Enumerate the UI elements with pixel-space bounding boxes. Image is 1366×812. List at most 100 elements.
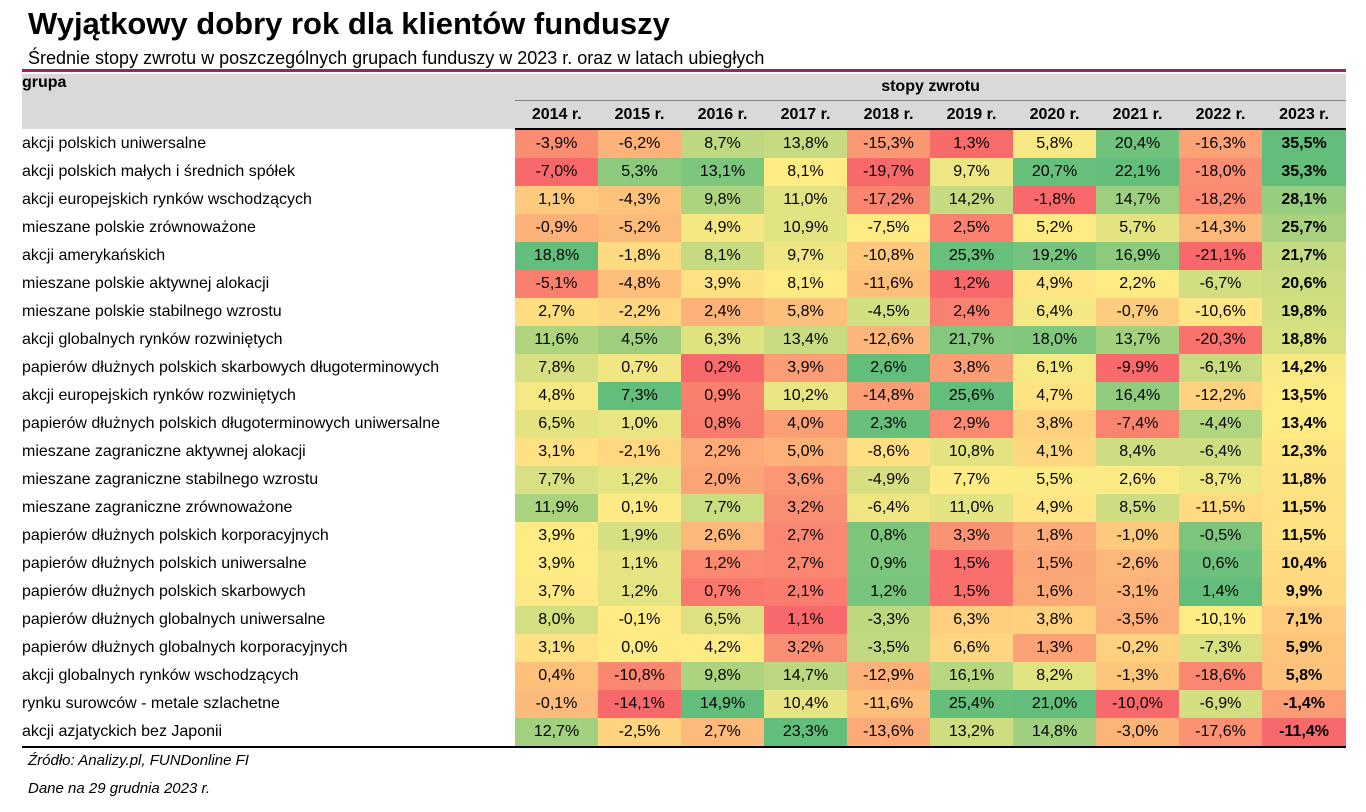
heatmap-cell: -10,8% xyxy=(598,662,681,690)
heatmap-cell: 6,5% xyxy=(681,606,764,634)
heatmap-cell: 4,9% xyxy=(1013,270,1096,298)
returns-heatmap-table: grupa stopy zwrotu 2014 r. 2015 r. 2016 r.… xyxy=(22,74,1347,748)
group-label: rynku surowców - metale szlachetne xyxy=(22,695,280,712)
heatmap-cell: 1,2% xyxy=(598,466,681,494)
heatmap-cell: 11,5% xyxy=(1262,494,1347,522)
heatmap-cell: 10,9% xyxy=(764,214,847,242)
heatmap-cell: 14,7% xyxy=(764,662,847,690)
table-row: akcji europejskich rynków wschodzących 1,… xyxy=(22,186,1347,214)
heatmap-cell: -9,9% xyxy=(1096,354,1179,382)
heatmap-cell: 7,7% xyxy=(930,466,1013,494)
heatmap-cell: 19,8% xyxy=(1262,298,1347,326)
heatmap-cell: -1,0% xyxy=(1096,522,1179,550)
heatmap-cell: 3,8% xyxy=(1013,606,1096,634)
group-column-header: grupa xyxy=(22,74,515,129)
group-label: akcji europejskich rynków wschodzących xyxy=(22,191,312,208)
heatmap-cell: 0,2% xyxy=(681,354,764,382)
heatmap-cell: 21,7% xyxy=(1262,242,1347,270)
heatmap-cell: 14,2% xyxy=(1262,354,1347,382)
heatmap-cell: 4,1% xyxy=(1013,438,1096,466)
heatmap-cell: 2,0% xyxy=(681,466,764,494)
heatmap-cell: 2,9% xyxy=(930,410,1013,438)
group-label: mieszane polskie zrównoważone xyxy=(22,219,256,236)
heatmap-cell: -4,5% xyxy=(847,298,930,326)
heatmap-cell: -4,3% xyxy=(598,186,681,214)
heatmap-cell: -2,5% xyxy=(598,718,681,748)
heatmap-cell: 25,7% xyxy=(1262,214,1347,242)
heatmap-cell: -8,6% xyxy=(847,438,930,466)
group-label: mieszane zagraniczne stabilnego wzrostu xyxy=(22,471,319,488)
group-label: akcji globalnych rynków rozwiniętych xyxy=(22,331,283,348)
group-label: akcji polskich uniwersalne xyxy=(22,134,207,152)
heatmap-cell: -1,8% xyxy=(1013,186,1096,214)
heatmap-cell: 1,2% xyxy=(598,578,681,606)
heatmap-cell: 11,8% xyxy=(1262,466,1347,494)
heatmap-cell: 0,8% xyxy=(847,522,930,550)
heatmap-cell: 2,4% xyxy=(930,298,1013,326)
heatmap-cell: -19,7% xyxy=(847,158,930,186)
heatmap-cell: 11,0% xyxy=(764,186,847,214)
heatmap-cell: 3,9% xyxy=(515,522,598,550)
year-header: 2021 r. xyxy=(1096,100,1179,130)
heatmap-cell: -5,2% xyxy=(598,214,681,242)
group-label: mieszane zagraniczne zrównoważone xyxy=(22,499,293,516)
heatmap-cell: 5,8% xyxy=(764,298,847,326)
heatmap-cell: 8,4% xyxy=(1096,438,1179,466)
heatmap-cell: -0,2% xyxy=(1096,634,1179,662)
heatmap-cell: 11,5% xyxy=(1262,522,1347,550)
heatmap-cell: 2,1% xyxy=(764,578,847,606)
heatmap-cell: 28,1% xyxy=(1262,186,1347,214)
year-header: 2017 r. xyxy=(764,100,847,130)
heatmap-cell: 11,9% xyxy=(515,494,598,522)
heatmap-cell: 8,2% xyxy=(1013,662,1096,690)
heatmap-cell: -12,9% xyxy=(847,662,930,690)
heatmap-cell: 19,2% xyxy=(1013,242,1096,270)
group-label: akcji amerykańskich xyxy=(22,247,166,264)
table-row: papierów dłużnych globalnych korporacyjn… xyxy=(22,634,1347,662)
heatmap-cell: -12,2% xyxy=(1179,382,1262,410)
heatmap-cell: 9,8% xyxy=(681,662,764,690)
heatmap-cell: -18,0% xyxy=(1179,158,1262,186)
heatmap-cell: 3,9% xyxy=(681,270,764,298)
group-label: papierów dłużnych polskich długoterminow… xyxy=(22,415,440,432)
heatmap-cell: 5,2% xyxy=(1013,214,1096,242)
heatmap-cell: -16,3% xyxy=(1179,129,1262,158)
heatmap-cell: -4,4% xyxy=(1179,410,1262,438)
heatmap-cell: 2,6% xyxy=(681,522,764,550)
table-row: mieszane polskie stabilnego wzrostu 2,7% -… xyxy=(22,298,1347,326)
heatmap-cell: 2,7% xyxy=(764,522,847,550)
heatmap-cell: 6,6% xyxy=(930,634,1013,662)
heatmap-cell: 1,9% xyxy=(598,522,681,550)
heatmap-cell: -7,5% xyxy=(847,214,930,242)
heatmap-cell: 1,5% xyxy=(930,550,1013,578)
heatmap-cell: 13,1% xyxy=(681,158,764,186)
heatmap-cell: -14,3% xyxy=(1179,214,1262,242)
heatmap-cell: 2,7% xyxy=(515,298,598,326)
heatmap-cell: 1,2% xyxy=(847,578,930,606)
table-row: papierów dłużnych polskich skarbowych 3,7… xyxy=(22,578,1347,606)
heatmap-cell: 14,2% xyxy=(930,186,1013,214)
heatmap-cell: -6,1% xyxy=(1179,354,1262,382)
heatmap-cell: 0,4% xyxy=(515,662,598,690)
heatmap-cell: 5,7% xyxy=(1096,214,1179,242)
heatmap-cell: -2,1% xyxy=(598,438,681,466)
year-header: 2016 r. xyxy=(681,100,764,130)
heatmap-cell: 16,4% xyxy=(1096,382,1179,410)
heatmap-cell: 3,9% xyxy=(515,550,598,578)
heatmap-cell: 3,2% xyxy=(764,634,847,662)
heatmap-cell: 8,5% xyxy=(1096,494,1179,522)
table-row: akcji amerykańskich 18,8% -1,8% 8,1% 9,7% -10… xyxy=(22,242,1347,270)
heatmap-cell: 20,6% xyxy=(1262,270,1347,298)
heatmap-cell: 4,2% xyxy=(681,634,764,662)
group-label: papierów dłużnych polskich uniwersalne xyxy=(22,555,307,572)
heatmap-cell: -8,7% xyxy=(1179,466,1262,494)
heatmap-cell: 13,7% xyxy=(1096,326,1179,354)
heatmap-cell: 1,2% xyxy=(930,270,1013,298)
heatmap-cell: -3,3% xyxy=(847,606,930,634)
year-header-row: 2014 r. 2015 r. 2016 r. 2017 r. 2018 r. 2019 … xyxy=(22,100,1347,130)
heatmap-cell: 10,8% xyxy=(930,438,1013,466)
heatmap-cell: -0,1% xyxy=(515,690,598,718)
heatmap-cell: -4,8% xyxy=(598,270,681,298)
heatmap-cell: 3,9% xyxy=(764,354,847,382)
heatmap-cell: 35,3% xyxy=(1262,158,1347,186)
